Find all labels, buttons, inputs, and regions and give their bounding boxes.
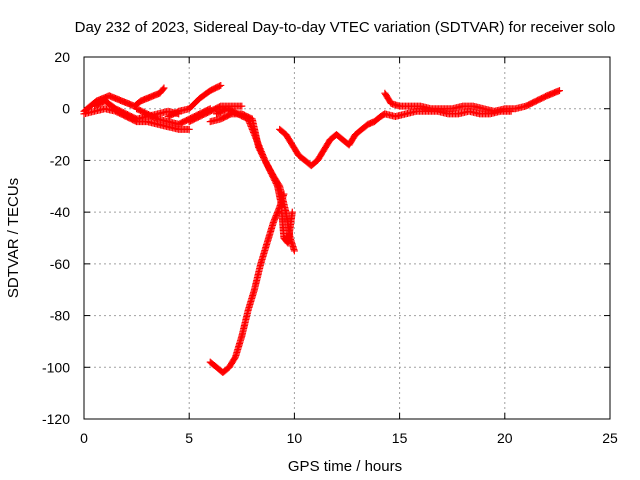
data-point <box>217 81 225 89</box>
y-tick-label: -40 <box>50 204 70 220</box>
series-track-10 <box>278 208 296 247</box>
series-track-5 <box>164 81 225 120</box>
data-point <box>245 118 253 126</box>
data-point <box>256 145 264 153</box>
data-point <box>246 119 254 127</box>
chart-title: Day 232 of 2023, Sidereal Day-to-day VTE… <box>75 19 616 36</box>
series-track-1 <box>80 84 168 115</box>
data-point <box>248 125 256 133</box>
data-point <box>259 152 267 160</box>
y-tick-label: -20 <box>50 152 70 168</box>
data-point <box>248 124 256 132</box>
y-tick-label: -120 <box>42 411 70 427</box>
data-point <box>253 137 261 145</box>
data-point <box>507 107 515 115</box>
data-point <box>288 208 296 216</box>
data-point <box>247 122 255 130</box>
data-point <box>255 142 263 150</box>
axis-ticks <box>83 56 611 420</box>
x-tick-labels: 0 5 10 15 20 25 <box>80 430 618 446</box>
data-point <box>252 134 260 142</box>
series-track-3 <box>91 97 183 123</box>
data-point <box>247 121 255 129</box>
y-tick-labels: -120 -100 -80 -60 -40 -20 0 20 <box>42 49 70 427</box>
data-point <box>257 148 265 156</box>
data-point <box>160 84 168 92</box>
data-point <box>185 125 193 133</box>
data-point <box>290 247 298 255</box>
data-points <box>80 81 564 376</box>
x-tick-label: 0 <box>80 430 88 446</box>
series-track-13 <box>381 107 515 120</box>
y-axis-label: SDTVAR / TECUs <box>5 178 22 298</box>
data-point <box>251 133 259 141</box>
data-point <box>238 102 246 110</box>
data-point <box>254 139 262 147</box>
grid-lines <box>84 57 610 419</box>
data-point <box>280 190 288 198</box>
x-tick-label: 20 <box>497 430 513 446</box>
data-point <box>256 143 264 151</box>
data-point <box>257 146 265 154</box>
data-point <box>556 87 564 95</box>
data-point <box>245 117 253 125</box>
data-point <box>259 151 267 159</box>
data-point <box>253 136 261 144</box>
data-point <box>159 85 167 93</box>
data-point <box>250 130 258 138</box>
x-tick-label: 5 <box>185 430 193 446</box>
data-point <box>258 149 266 157</box>
plot-frame <box>83 56 611 420</box>
data-point <box>254 140 262 148</box>
data-point <box>251 131 259 139</box>
series-track-7 <box>206 110 286 211</box>
x-tick-label: 15 <box>392 430 408 446</box>
y-tick-label: -60 <box>50 256 70 272</box>
x-axis-label: GPS time / hours <box>288 458 402 475</box>
data-point <box>249 127 257 135</box>
data-point <box>260 153 268 161</box>
data-point <box>215 82 223 90</box>
series-track-11 <box>276 110 389 170</box>
data-point <box>250 128 258 136</box>
y-tick-label: -100 <box>42 359 70 375</box>
x-tick-label: 25 <box>602 430 618 446</box>
y-tick-label: 20 <box>54 49 70 65</box>
x-tick-label: 10 <box>287 430 303 446</box>
y-tick-label: -80 <box>50 308 70 324</box>
y-tick-label: 0 <box>62 101 70 117</box>
data-point <box>244 115 252 123</box>
series-track-9 <box>206 190 288 376</box>
series-track-6 <box>185 102 246 126</box>
